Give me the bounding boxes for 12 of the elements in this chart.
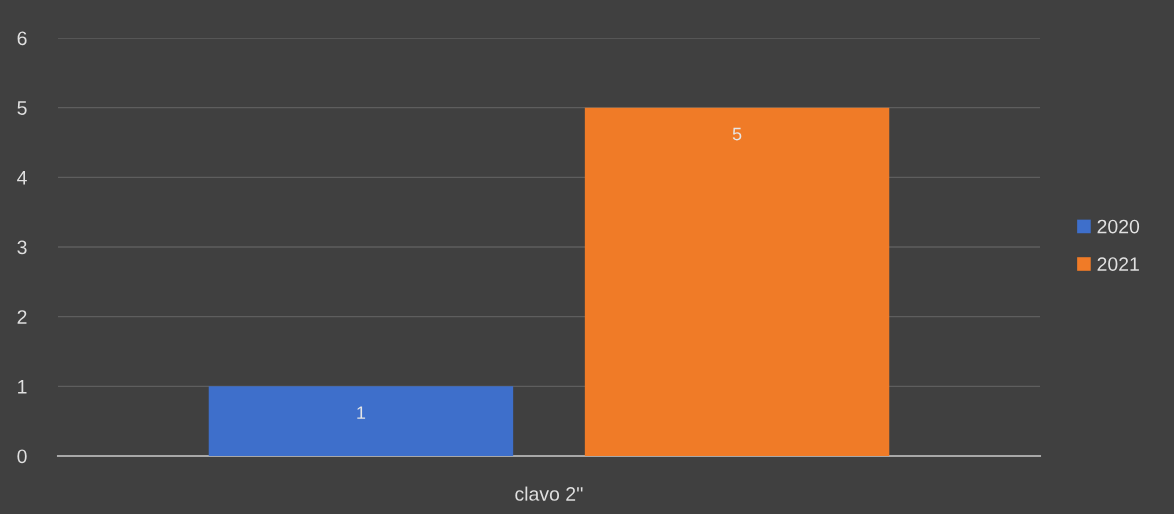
y-tick-label: 1	[18, 380, 27, 394]
y-tick-label: 5	[17, 101, 27, 115]
y-tick-label: 4	[17, 171, 27, 185]
data-label: 5	[732, 127, 742, 141]
y-tick-label: 6	[17, 31, 27, 46]
data-label: 1	[357, 406, 366, 419]
y-tick-label: 3	[17, 240, 27, 255]
y-tick-label: 0	[17, 449, 27, 464]
x-tick-label: clavo 2''	[515, 486, 583, 501]
y-tick-label: 2	[17, 310, 27, 324]
legend-label: 2021	[1097, 257, 1139, 271]
legend-label: 2020	[1097, 219, 1140, 234]
